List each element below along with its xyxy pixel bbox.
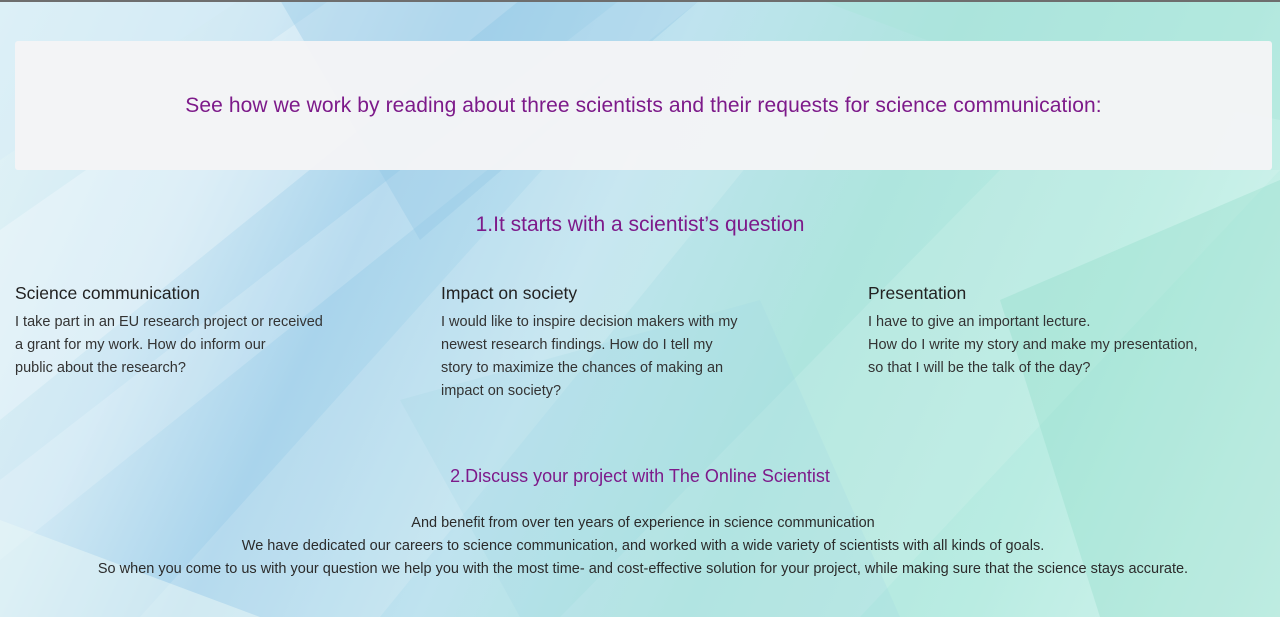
column-science-communication: Science communication I take part in an … (15, 283, 345, 380)
column-line: newest research findings. How do I tell … (441, 337, 713, 353)
column-impact-on-society: Impact on society I would like to inspir… (441, 283, 771, 403)
column-title: Science communication (15, 283, 200, 303)
column-line: How do I write my story and make my pres… (868, 337, 1198, 353)
column-title: Impact on society (441, 283, 578, 303)
column-line: impact on society? (441, 383, 562, 399)
step1-heading: 1.It starts with a scientist’s question (475, 213, 805, 236)
column-line: story to maximize the chances of making … (441, 360, 724, 376)
column-title: Presentation (868, 283, 967, 303)
column-line: public about the research? (15, 360, 186, 376)
column-line: I take part in an EU research project or… (15, 314, 323, 330)
step2-line: So when you come to us with your questio… (97, 561, 1189, 577)
column-presentation: Presentation I have to give an important… (868, 283, 1228, 380)
column-body: I would like to inspire decision makers … (441, 311, 771, 403)
column-body: I have to give an important lecture. How… (868, 311, 1228, 380)
column-line: I would like to inspire decision makers … (441, 314, 738, 330)
intro-banner: See how we work by reading about three s… (15, 41, 1272, 170)
intro-banner-text: See how we work by reading about three s… (185, 93, 1102, 117)
column-body: I take part in an EU research project or… (15, 311, 345, 380)
step2-description: And benefit from over ten years of exper… (0, 512, 1280, 581)
column-line: I have to give an important lecture. (868, 314, 1091, 330)
step2-line: And benefit from over ten years of exper… (411, 515, 875, 531)
column-line: so that I will be the talk of the day? (868, 360, 1091, 376)
column-line: a grant for my work. How do inform our (15, 337, 266, 353)
step2-heading: 2.Discuss your project with The Online S… (450, 466, 830, 486)
top-border (0, 0, 1280, 2)
step2-line: We have dedicated our careers to science… (241, 538, 1045, 554)
